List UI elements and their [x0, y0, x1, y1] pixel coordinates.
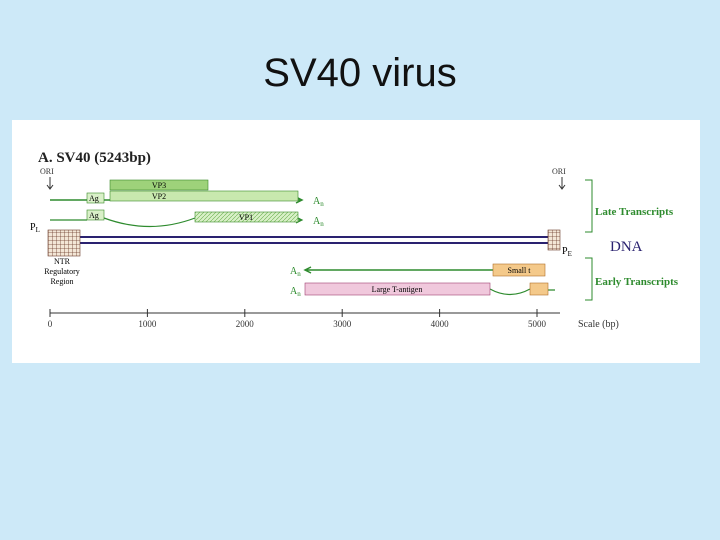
scale-tick-label: 0: [48, 319, 53, 329]
bracket: [585, 257, 593, 301]
agno-label: Ag: [89, 194, 99, 203]
ori-arrow: [558, 177, 566, 190]
late-transcripts-label: Late Transcripts: [595, 206, 674, 218]
scale-tick-label: 1000: [138, 319, 157, 329]
dna-label: DNA: [610, 239, 643, 255]
promoter-label: PL: [30, 222, 40, 234]
ntr-label: Region: [50, 277, 73, 286]
ori-arrow: [46, 177, 54, 190]
ntr-label: Regulatory: [44, 267, 80, 276]
ori-label: ORI: [552, 167, 566, 176]
agno-label: Ag: [89, 211, 99, 220]
vp1-box: [194, 211, 299, 223]
promoter-sub: E: [568, 250, 572, 258]
dna-line: [50, 236, 555, 244]
ntr-box: [547, 229, 561, 251]
polya-base: A: [290, 266, 298, 277]
figure-panel: [12, 120, 700, 363]
small-t-label: Small t: [508, 266, 532, 275]
scale-label: Scale (bp): [578, 319, 619, 330]
polya-sub: n: [320, 200, 324, 208]
scale-tick-label: 4000: [431, 319, 450, 329]
polya-sub: n: [320, 220, 324, 228]
polya-label: An: [290, 266, 301, 278]
ntr-box: [47, 229, 81, 257]
early-transcripts-label: Early Transcripts: [595, 276, 679, 288]
bracket: [585, 179, 593, 233]
polya-sub: n: [297, 270, 301, 278]
ntr-label: NTR: [54, 257, 71, 266]
large-t-exon: [529, 282, 549, 296]
vp2-box: [109, 190, 299, 202]
large-t-label: Large T-antigen: [372, 285, 423, 294]
polya-label: An: [313, 196, 324, 208]
agno-box: [86, 209, 105, 221]
vp3-box: [109, 179, 209, 191]
slide-title: SV40 virus: [263, 51, 456, 95]
polya-base: A: [290, 286, 298, 297]
vp3-label: VP3: [152, 181, 166, 190]
ori-label: ORI: [40, 167, 54, 176]
late-transcript: [50, 216, 304, 228]
scale-tick-label: 5000: [528, 319, 547, 329]
agno-box: [86, 192, 105, 204]
early-splice: [489, 288, 555, 296]
promoter-label: PE: [562, 246, 572, 258]
promoter-base: P: [30, 222, 36, 233]
polya-base: A: [313, 216, 321, 227]
scale-tick-label: 3000: [333, 319, 352, 329]
promoter-base: P: [562, 246, 568, 257]
figure-heading: A. SV40 (5243bp): [38, 150, 151, 166]
polya-sub: n: [297, 290, 301, 298]
figure: A. SV40 (5243bp) ORI ORI VP3 VP2 Ag An A…: [30, 150, 679, 330]
vp1-label: VP1: [239, 213, 253, 222]
polya-label: An: [313, 216, 324, 228]
scale-ticks: 0 1000 2000 3000 4000 5000: [48, 309, 547, 329]
polya-base: A: [313, 196, 321, 207]
vp2-label: VP2: [152, 192, 166, 201]
polya-label: An: [290, 286, 301, 298]
promoter-sub: L: [36, 226, 40, 234]
large-t-box: [304, 282, 491, 296]
small-t-box: [492, 263, 546, 277]
scale-tick-label: 2000: [236, 319, 255, 329]
